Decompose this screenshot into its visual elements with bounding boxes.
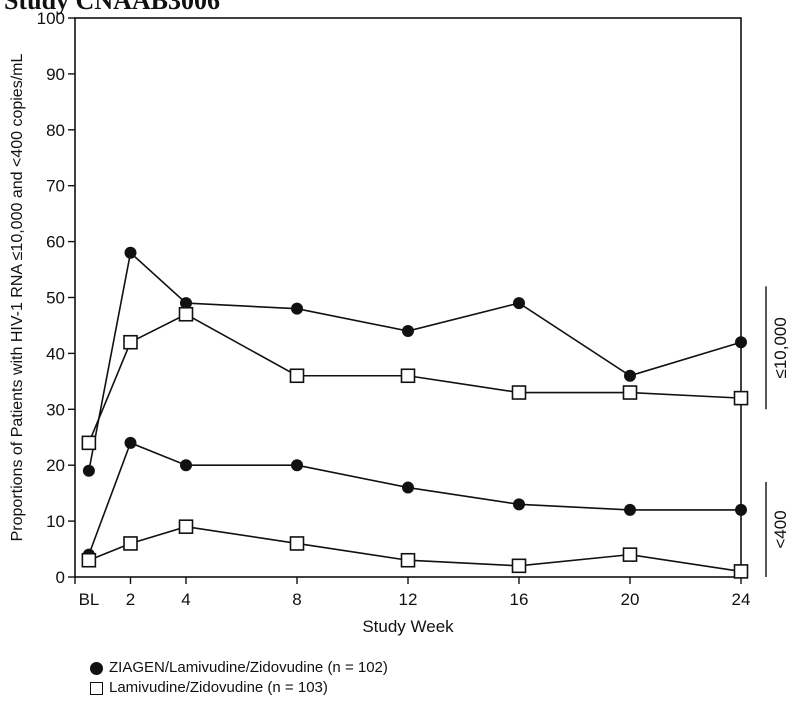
series-line-3 bbox=[88, 525, 742, 573]
y-tick-label: 10 bbox=[46, 512, 65, 531]
data-point-circle bbox=[291, 302, 303, 315]
open-square-icon bbox=[90, 681, 103, 695]
data-point-square bbox=[733, 564, 749, 579]
series-line-1 bbox=[88, 313, 742, 444]
y-tick-label: 80 bbox=[46, 121, 65, 140]
series-line-2 bbox=[88, 441, 741, 555]
data-point-circle bbox=[124, 246, 137, 259]
data-point-square bbox=[511, 385, 527, 400]
x-tick-label: 12 bbox=[399, 590, 418, 609]
data-point-circle bbox=[402, 325, 414, 338]
data-point-circle bbox=[291, 459, 303, 472]
data-point-circle bbox=[180, 297, 192, 310]
data-point-circle bbox=[124, 436, 137, 449]
data-point-square bbox=[123, 334, 138, 350]
y-tick-label: 100 bbox=[37, 9, 65, 28]
y-tick-label: 20 bbox=[46, 456, 65, 475]
y-tick-label: 30 bbox=[46, 400, 65, 419]
data-point-square bbox=[622, 385, 638, 400]
y-tick-label: 50 bbox=[46, 289, 65, 308]
data-point-square bbox=[289, 368, 305, 384]
data-point-circle bbox=[624, 369, 636, 382]
legend-label-ziagen: ZIAGEN/Lamivudine/Zidovudine (n = 102) bbox=[109, 659, 388, 676]
data-point-square bbox=[81, 552, 97, 568]
x-tick-label: 16 bbox=[510, 590, 529, 609]
x-tick-label: 20 bbox=[621, 590, 640, 609]
legend-label-lamivudine: Lamivudine/Zidovudine (n = 103) bbox=[109, 679, 328, 696]
legend: ZIAGEN/Lamivudine/Zidovudine (n = 102) L… bbox=[90, 658, 388, 698]
data-point-circle bbox=[735, 503, 747, 516]
x-tick-label: 8 bbox=[292, 590, 301, 609]
data-point-circle bbox=[735, 336, 747, 349]
data-point-square bbox=[178, 519, 194, 534]
data-point-square bbox=[289, 536, 305, 551]
x-tick-label: 4 bbox=[181, 590, 190, 609]
legend-item-ziagen: ZIAGEN/Lamivudine/Zidovudine (n = 102) bbox=[90, 658, 388, 678]
data-point-square bbox=[123, 536, 138, 551]
y-tick-label: 0 bbox=[56, 568, 65, 587]
data-point-circle bbox=[513, 498, 525, 511]
group-label-0: ≤10,000 bbox=[771, 317, 790, 378]
data-point-circle bbox=[513, 297, 525, 310]
y-tick-label: 90 bbox=[46, 65, 65, 84]
y-axis-label: Proportions of Patients with HIV-1 RNA ≤… bbox=[9, 54, 26, 542]
data-point-circle bbox=[82, 464, 95, 477]
series-line-0 bbox=[88, 251, 742, 471]
data-point-square bbox=[622, 547, 638, 562]
x-tick-label: BL bbox=[79, 590, 100, 609]
y-tick-label: 40 bbox=[46, 344, 65, 363]
data-point-circle bbox=[180, 459, 192, 472]
x-tick-label: 24 bbox=[732, 590, 751, 609]
data-point-square bbox=[400, 368, 416, 384]
filled-circle-icon bbox=[90, 661, 103, 675]
data-point-square bbox=[400, 552, 416, 568]
series-layer bbox=[81, 246, 749, 579]
data-point-square bbox=[81, 435, 97, 451]
data-point-circle bbox=[402, 481, 414, 494]
data-point-circle bbox=[624, 503, 636, 516]
x-tick-label: 2 bbox=[126, 590, 135, 609]
data-point-square bbox=[511, 558, 527, 574]
x-axis-label: Study Week bbox=[362, 617, 454, 636]
data-point-square bbox=[733, 390, 749, 406]
y-tick-label: 70 bbox=[46, 177, 65, 196]
chart-title: Study CNAAB3006 bbox=[4, 0, 220, 15]
legend-item-lamivudine: Lamivudine/Zidovudine (n = 103) bbox=[90, 678, 388, 698]
data-point-square bbox=[178, 306, 194, 322]
y-tick-label: 60 bbox=[46, 233, 65, 252]
group-label-1: <400 bbox=[771, 510, 790, 548]
group-labels: ≤10,000 <400 bbox=[765, 286, 790, 577]
